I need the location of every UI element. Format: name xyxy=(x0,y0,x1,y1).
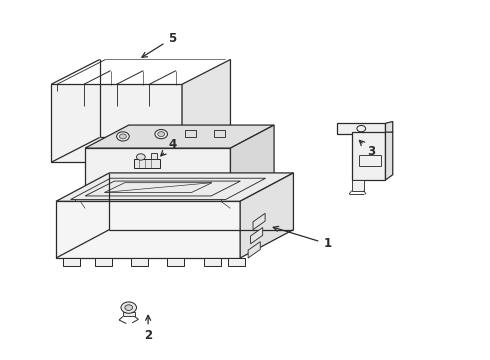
Polygon shape xyxy=(228,258,245,266)
Polygon shape xyxy=(250,228,263,244)
Text: 3: 3 xyxy=(359,140,375,158)
Polygon shape xyxy=(182,59,230,162)
Polygon shape xyxy=(352,180,364,191)
Text: 4: 4 xyxy=(161,138,176,156)
Polygon shape xyxy=(204,258,221,266)
Polygon shape xyxy=(230,125,274,208)
Polygon shape xyxy=(240,173,294,258)
Polygon shape xyxy=(248,242,260,258)
Polygon shape xyxy=(85,148,230,208)
Polygon shape xyxy=(214,130,224,136)
Polygon shape xyxy=(150,153,157,159)
Polygon shape xyxy=(134,159,160,168)
Polygon shape xyxy=(253,213,265,230)
Circle shape xyxy=(158,132,165,136)
Text: 1: 1 xyxy=(273,226,331,250)
Polygon shape xyxy=(386,122,393,134)
Circle shape xyxy=(125,305,133,310)
Polygon shape xyxy=(168,258,184,266)
Text: 2: 2 xyxy=(144,315,152,342)
Polygon shape xyxy=(352,132,386,180)
Polygon shape xyxy=(63,258,80,266)
Circle shape xyxy=(117,132,129,141)
Circle shape xyxy=(155,130,168,139)
Polygon shape xyxy=(51,84,182,162)
Polygon shape xyxy=(95,258,112,266)
Polygon shape xyxy=(85,125,274,148)
Polygon shape xyxy=(56,201,240,258)
Polygon shape xyxy=(337,123,386,134)
Polygon shape xyxy=(185,130,196,136)
Polygon shape xyxy=(123,312,135,316)
Polygon shape xyxy=(131,258,148,266)
Circle shape xyxy=(120,134,126,139)
Circle shape xyxy=(137,154,145,160)
Polygon shape xyxy=(386,132,393,180)
Text: 5: 5 xyxy=(142,32,176,57)
Polygon shape xyxy=(56,173,294,201)
Circle shape xyxy=(121,302,137,313)
